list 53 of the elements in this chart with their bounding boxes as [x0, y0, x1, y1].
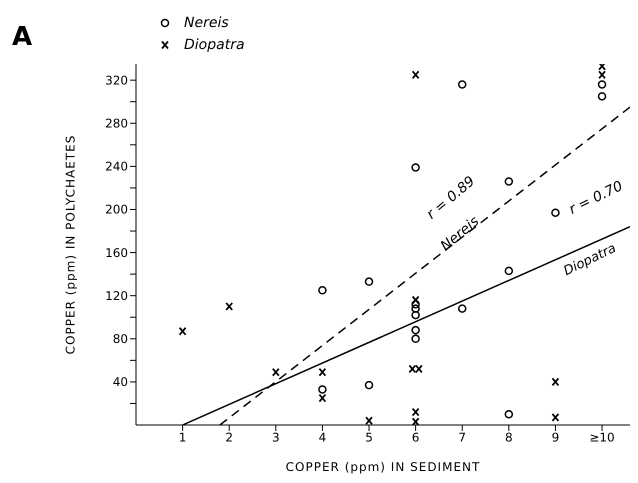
y-tick-label: 280 — [105, 116, 128, 131]
legend-label: Diopatra — [184, 37, 245, 53]
x-tick-label: 7 — [458, 430, 466, 445]
y-tick-label: 120 — [105, 288, 128, 303]
point — [551, 208, 560, 217]
y-axis-title: COPPER (ppm) IN POLYCHAETES — [63, 134, 78, 354]
x-tick-label: 5 — [365, 430, 373, 445]
point — [272, 368, 280, 377]
point — [364, 277, 374, 286]
x-axis-title: COPPER (ppm) IN SEDIMENT — [286, 460, 480, 474]
y-tick-label: 200 — [105, 202, 128, 217]
x-tick-label: 9 — [552, 430, 560, 445]
point — [458, 80, 466, 89]
point — [412, 296, 420, 304]
x-tick-label: 8 — [505, 430, 513, 445]
y-tick-label: 240 — [105, 160, 128, 174]
point — [504, 410, 514, 418]
legend-label: Nereis — [184, 15, 229, 31]
x-tick-label: ≥10 — [589, 430, 615, 445]
point — [364, 380, 374, 390]
point — [504, 266, 514, 276]
y-tick-label: 40 — [112, 375, 128, 390]
point — [412, 70, 420, 80]
point — [408, 364, 416, 374]
x-tick-label: 1 — [178, 430, 186, 445]
point — [411, 304, 420, 313]
point — [411, 326, 420, 334]
y-tick-label: 160 — [105, 246, 128, 260]
point — [552, 377, 560, 386]
point — [318, 368, 326, 377]
x-tick-label: 3 — [272, 430, 280, 445]
point — [458, 304, 466, 313]
point — [318, 385, 327, 394]
point — [552, 413, 560, 422]
point — [504, 177, 514, 186]
y-tick-label: 80 — [112, 332, 128, 346]
point — [178, 326, 187, 336]
point — [225, 302, 234, 311]
point — [411, 310, 420, 320]
annotation: r = 0.70 — [566, 178, 626, 218]
point — [318, 286, 327, 295]
x-tick-label: 2 — [225, 430, 234, 445]
point — [414, 364, 423, 374]
point — [411, 334, 420, 344]
x-tick-label: 4 — [318, 430, 326, 445]
point — [411, 163, 420, 172]
point — [598, 92, 606, 101]
y-tick-label: 320 — [105, 73, 128, 88]
x-tick-label: 6 — [412, 430, 420, 445]
point — [598, 80, 606, 89]
point — [318, 394, 326, 402]
text: A — [12, 22, 32, 52]
point — [411, 300, 420, 309]
